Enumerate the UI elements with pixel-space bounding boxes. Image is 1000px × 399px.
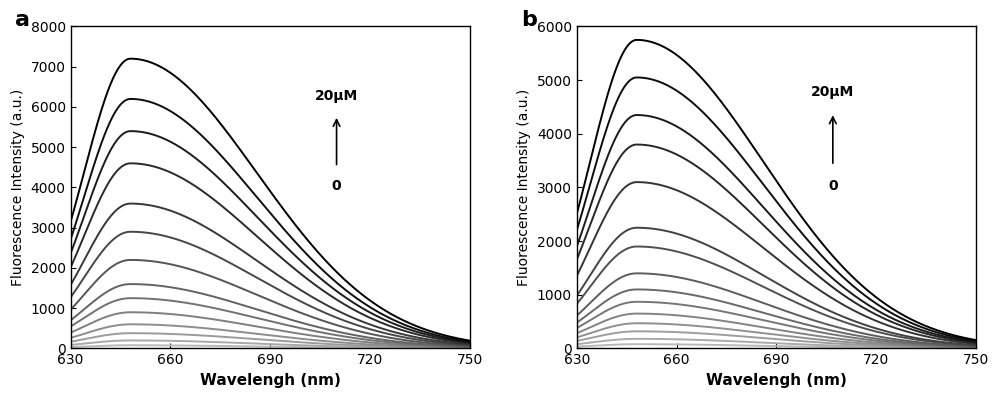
Y-axis label: Fluorescence Intensity (a.u.): Fluorescence Intensity (a.u.) [517, 89, 531, 286]
Text: b: b [521, 10, 537, 30]
X-axis label: Wavelengh (nm): Wavelengh (nm) [706, 373, 847, 388]
Text: 0: 0 [332, 180, 341, 194]
Text: 20μM: 20μM [811, 85, 854, 99]
Text: 0: 0 [828, 180, 838, 194]
Y-axis label: Fluorescence Intensity (a.u.): Fluorescence Intensity (a.u.) [11, 89, 25, 286]
Text: 20μM: 20μM [315, 89, 358, 103]
Text: a: a [15, 10, 30, 30]
X-axis label: Wavelengh (nm): Wavelengh (nm) [200, 373, 341, 388]
